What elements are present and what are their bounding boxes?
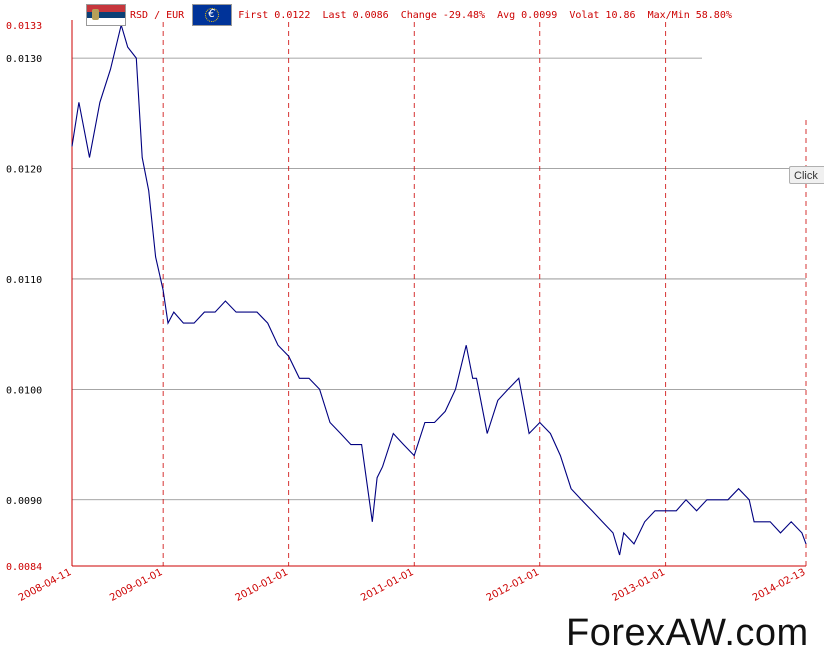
rate-series-line: [71, 22, 807, 556]
chart-header: RSD / EUR € First 0.0122 Last 0.0086 Cha…: [86, 4, 738, 26]
x-tick-label: 2012-01-01: [485, 567, 541, 604]
x-tick-label: 2009-01-01: [108, 567, 164, 604]
stat-change: Change -29.48%: [400, 9, 486, 21]
y-tick-labels: 0.0133 0.0130 0.0120 0.0110 0.0100 0.0090 0.00…: [6, 21, 42, 573]
currency-pair-label: RSD / EUR: [130, 9, 185, 21]
stat-volat: Volat 10.86: [569, 9, 636, 21]
x-tick-label: 2014-02-13: [751, 567, 807, 604]
stat-maxmin: Max/Min 58.80%: [647, 9, 732, 21]
horizontal-gridlines: [72, 57, 806, 501]
euro-flag-icon: €: [192, 4, 233, 26]
y-tick-label: 0.0133: [6, 21, 42, 32]
x-tick-label: 2010-01-01: [234, 567, 290, 604]
y-tick-label: 0.0110: [6, 275, 42, 286]
stat-first: First 0.0122: [238, 9, 311, 21]
y-tick-label: 0.0090: [6, 496, 42, 507]
stats-line: First 0.0122 Last 0.0086 Change -29.48% …: [238, 10, 738, 21]
click-button[interactable]: Click: [789, 166, 824, 184]
serbia-flag-icon: [86, 4, 126, 26]
x-tick-label: 2013-01-01: [611, 567, 667, 604]
vertical-date-gridlines: [162, 22, 807, 566]
stat-last: Last 0.0086: [322, 9, 389, 21]
watermark-logo: ForexAW.com: [566, 612, 809, 654]
stat-avg: Avg 0.0099: [497, 9, 558, 21]
x-tick-label: 2011-01-01: [359, 567, 415, 604]
y-tick-label: 0.0120: [6, 165, 42, 176]
x-tick-labels: 2008-04-11 2009-01-01 2010-01-01 2011-01-01…: [17, 567, 807, 604]
y-tick-label: 0.0100: [6, 385, 42, 396]
y-tick-label: 0.0130: [6, 54, 42, 65]
y-tick-label: 0.0084: [6, 562, 42, 573]
